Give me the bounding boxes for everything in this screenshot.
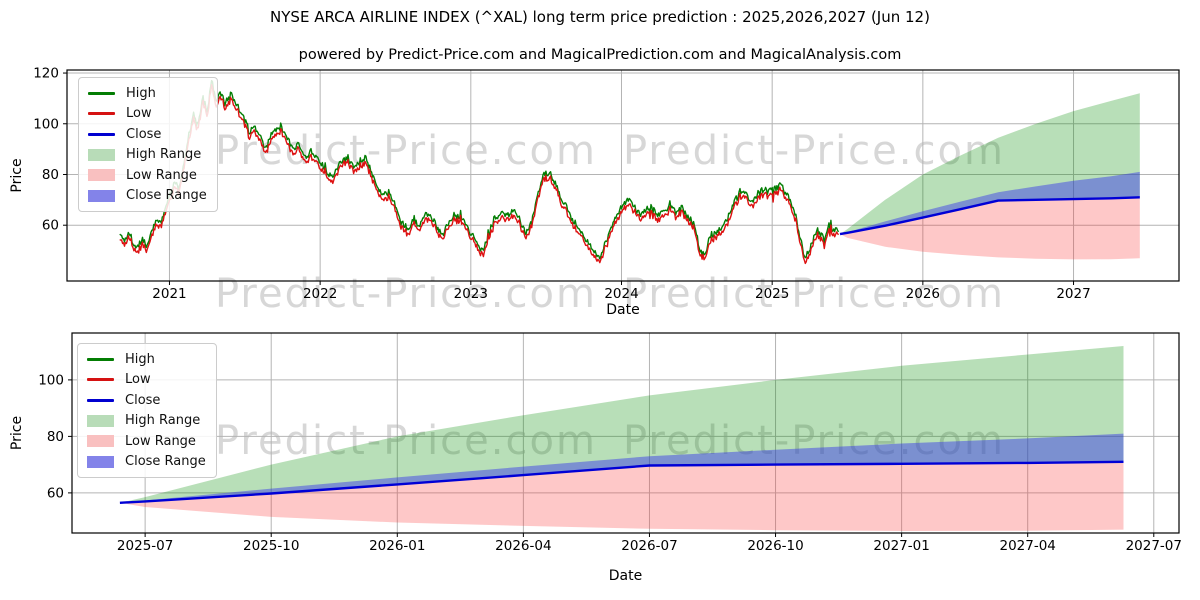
y-axis-label: Price (9, 416, 25, 450)
y-tick-label: 120 (33, 66, 59, 82)
x-tick-label: 2027-07 (1126, 538, 1182, 554)
x-tick-label: 2025-10 (243, 538, 299, 554)
high-line-swatch (88, 91, 115, 95)
x-tick-label: 2027 (1056, 286, 1090, 302)
close-range-swatch (88, 189, 115, 202)
legend-item-high-range: High Range (87, 411, 206, 432)
legend-item-low: Low (88, 104, 207, 125)
high-range-swatch (87, 414, 114, 427)
x-tick-label: 2027-04 (999, 538, 1055, 554)
legend-label: Close Range (125, 454, 206, 470)
legend-label: High Range (126, 147, 202, 163)
plot-border (71, 332, 1180, 534)
legend-label: High (126, 85, 156, 101)
legend-item-close-range: Close Range (87, 452, 206, 473)
x-axis-label: Date (609, 568, 642, 584)
low-range-fill (840, 197, 1140, 260)
legend-item-low-range: Low Range (88, 165, 207, 186)
low-range-swatch (87, 435, 114, 448)
legend-bottom-chart: High Low Close High Range Low Range Clos… (77, 343, 217, 478)
legend-label: Close Range (126, 188, 207, 204)
chart-title: NYSE ARCA AIRLINE INDEX (^XAL) long term… (270, 8, 930, 26)
x-tick-label: 2025 (755, 286, 789, 302)
plot-border (66, 69, 1180, 282)
x-tick-label: 2023 (454, 286, 488, 302)
legend-item-close-range: Close Range (88, 186, 207, 207)
watermark-text: Predict-Price.com (215, 418, 597, 464)
legend-item-close: Close (87, 390, 206, 411)
y-tick-label: 100 (38, 372, 64, 388)
legend-item-low-range: Low Range (87, 431, 206, 452)
prediction-detail-chart: 2025-07 2025-10 2026-01 2026-04 2026-07 2026-… (9, 332, 1182, 584)
low-line (119, 83, 840, 265)
legend-label: Low Range (125, 433, 196, 449)
legend-label: Close (125, 392, 161, 408)
legend-label: High Range (125, 413, 201, 429)
y-tick-label: 60 (47, 485, 64, 501)
y-axis-label: Price (9, 158, 25, 192)
price-history-chart: 2021 2022 2023 2024 2025 2026 2027 60 80 100 120 Da… (9, 66, 1180, 318)
close-line (119, 460, 1124, 504)
low-range-fill (119, 461, 1124, 531)
low-line-swatch (88, 112, 115, 116)
close-line-swatch (87, 398, 114, 402)
close-range-swatch (87, 455, 114, 468)
x-tick-label: 2027-01 (873, 538, 929, 554)
watermark-text: Predict-Price.com (623, 128, 1005, 174)
y-tick-label: 60 (42, 218, 59, 234)
legend-label: High (125, 351, 155, 367)
high-line-swatch (87, 357, 114, 361)
y-tick-label: 80 (47, 429, 64, 445)
legend-label: Close (126, 126, 162, 142)
high-range-swatch (88, 148, 115, 161)
watermark-text: Predict-Price.com (623, 271, 1005, 317)
y-tick-label: 100 (33, 116, 59, 132)
x-tick-label: 2026-10 (747, 538, 803, 554)
x-axis-label: Date (606, 302, 639, 318)
low-range-swatch (88, 169, 115, 182)
close-line-swatch (88, 132, 115, 136)
watermark-text: Predict-Price.com (215, 271, 597, 317)
legend-label: Low Range (126, 167, 197, 183)
x-tick-label: 2026 (906, 286, 940, 302)
close-line (839, 196, 1140, 236)
x-tick-label: 2026-07 (621, 538, 677, 554)
legend-item-close: Close (88, 124, 207, 145)
legend-top-chart: High Low Close High Range Low Range Clos… (78, 77, 218, 212)
watermark-text: Predict-Price.com (623, 418, 1005, 464)
x-tick-label: 2024 (604, 286, 638, 302)
high-line (119, 79, 840, 260)
chart-subtitle: powered by Predict-Price.com and Magical… (298, 47, 902, 63)
legend-label: Low (125, 372, 151, 388)
x-tick-label: 2026-04 (495, 538, 551, 554)
x-tick-label: 2026-01 (369, 538, 425, 554)
y-tick-label: 80 (42, 167, 59, 183)
low-line-swatch (87, 378, 114, 382)
x-tick-label: 2021 (152, 286, 186, 302)
watermark-layer: Predict-Price.com Predict-Price.com Predic… (215, 128, 1005, 464)
legend-item-high: High (87, 349, 206, 370)
watermark-text: Predict-Price.com (215, 128, 597, 174)
x-tick-label: 2022 (303, 286, 337, 302)
legend-label: Low (126, 106, 152, 122)
x-tick-label: 2025-07 (117, 538, 173, 554)
legend-item-low: Low (87, 370, 206, 391)
legend-item-high-range: High Range (88, 145, 207, 166)
legend-item-high: High (88, 83, 207, 104)
